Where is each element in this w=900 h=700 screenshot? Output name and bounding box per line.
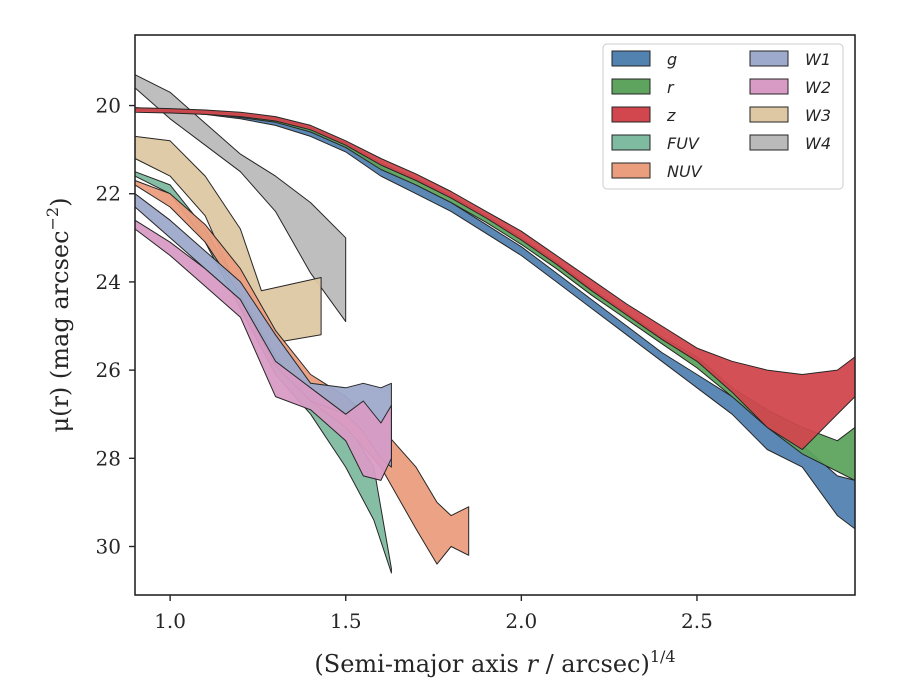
band-w3 [134, 135, 322, 345]
legend-swatch-r [611, 78, 651, 95]
legend-swatch-nuv [611, 162, 651, 179]
legend-swatch-fuv [611, 134, 651, 151]
y-tick-label: 28 [96, 446, 121, 470]
y-tick-label: 30 [96, 534, 121, 558]
y-tick-label: 24 [96, 270, 121, 294]
legend-label-g: g [667, 50, 677, 69]
legend-label-fuv: FUV [667, 134, 700, 153]
legend-label-nuv: NUV [667, 162, 703, 181]
y-axis-label: μ(r) (mag arcsec−2) [43, 198, 74, 433]
legend-swatch-z [611, 106, 651, 123]
legend-label-w4: W4 [805, 134, 831, 153]
x-tick-label: 1.0 [154, 609, 186, 633]
x-axis-label: (Semi-major axis r / arcsec)1/4 [314, 647, 675, 678]
y-axis-ticks: 20 22 24 26 28 30 [96, 94, 135, 558]
legend: grz FUV NUV W1 W2 W3 W4 [602, 43, 844, 190]
x-tick-label: 2.0 [505, 609, 537, 633]
legend-label-z: z [666, 106, 676, 125]
y-tick-label: 20 [96, 94, 121, 118]
legend-label-r: r [667, 78, 675, 97]
legend-label-w1: W1 [805, 50, 831, 69]
legend-swatch-w3 [749, 106, 789, 123]
plot-frame [134, 34, 856, 596]
x-tick-label: 1.5 [330, 609, 362, 633]
legend-swatch-w4 [749, 134, 789, 151]
y-tick-label: 26 [96, 358, 121, 382]
legend-label-w2: W2 [805, 78, 831, 97]
band-w2 [134, 219, 392, 481]
y-tick-label: 22 [96, 182, 121, 206]
x-axis-ticks: 1.0 1.5 2.0 2.5 [154, 595, 713, 633]
series-bands [134, 74, 856, 574]
x-tick-label: 2.5 [681, 609, 713, 633]
legend-swatch-w2 [749, 78, 789, 95]
legend-swatch-w1 [749, 50, 789, 67]
band-w4 [134, 74, 347, 323]
legend-label-w3: W3 [805, 106, 831, 125]
legend-swatch-g [611, 50, 651, 67]
